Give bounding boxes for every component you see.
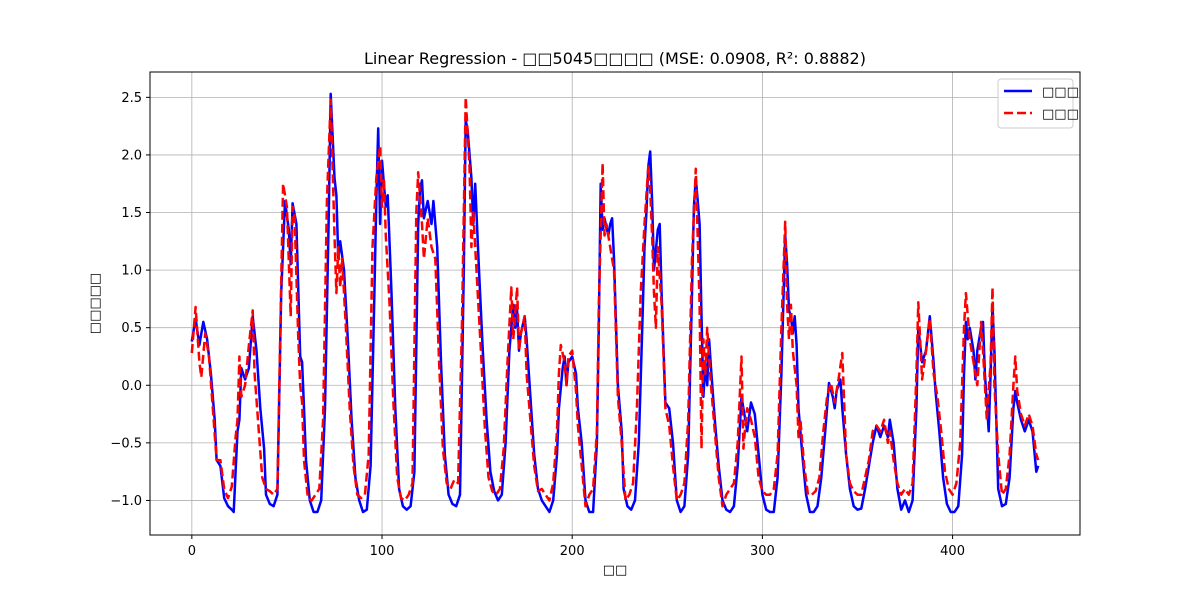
y-tick-label: 1.0 xyxy=(121,264,142,279)
legend-label: □□□ xyxy=(1042,107,1079,122)
series-line-predicted xyxy=(190,96,1040,508)
y-tick-label: −0.5 xyxy=(110,436,142,451)
chart-title: Linear Regression - □□5045□□□□ (MSE: 0.0… xyxy=(364,49,866,68)
legend: □□□ □□□ xyxy=(997,78,1079,129)
y-tick-label: 0.0 xyxy=(121,379,142,394)
y-tick-label: −1.0 xyxy=(110,494,142,509)
y-axis-ticks: −1.0 −0.5 0.0 0.5 1.0 1.5 2.0 2.5 xyxy=(110,91,150,509)
x-tick-label: 300 xyxy=(750,544,775,559)
x-tick-label: 400 xyxy=(940,544,965,559)
y-axis-label: □□□□□ xyxy=(88,273,103,334)
x-axis-label: □□ xyxy=(603,563,628,578)
x-tick-label: 200 xyxy=(560,544,585,559)
y-tick-label: 2.5 xyxy=(121,91,142,106)
y-tick-label: 1.5 xyxy=(121,206,142,221)
x-axis-ticks: 0 100 200 300 400 xyxy=(188,535,965,559)
y-tick-label: 0.5 xyxy=(121,321,142,336)
plot-frame xyxy=(149,71,1081,536)
series-layer xyxy=(190,92,1040,514)
x-tick-label: 0 xyxy=(188,544,196,559)
legend-label: □□□ xyxy=(1042,85,1079,100)
y-tick-label: 2.0 xyxy=(121,148,142,163)
x-tick-label: 100 xyxy=(370,544,395,559)
